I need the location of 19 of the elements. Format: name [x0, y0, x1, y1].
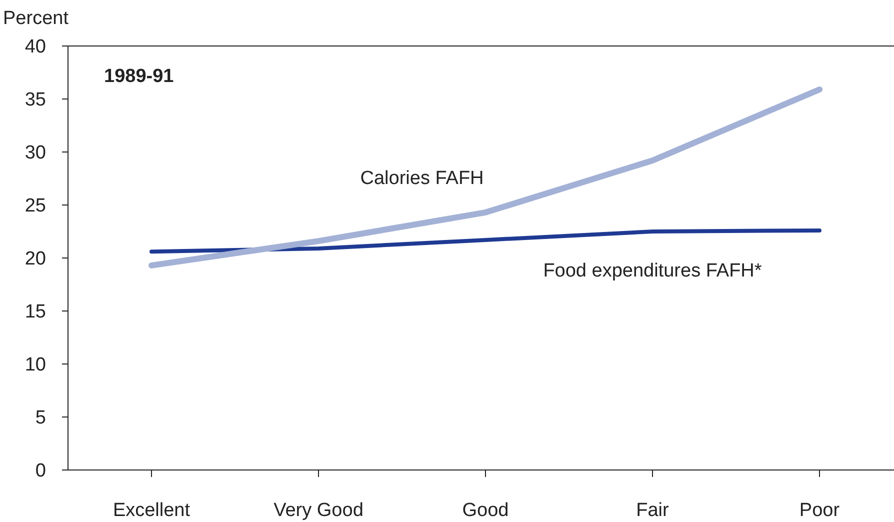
x-tick-label: Excellent — [112, 500, 191, 521]
x-tick-label: Fair — [636, 500, 670, 521]
x-tick-label: Poor — [799, 500, 840, 521]
y-tick-label: 25 — [24, 196, 46, 217]
series-label: Calories FAFH — [360, 168, 484, 189]
y-tick-label: 5 — [35, 408, 46, 429]
annotation: 1989-91 — [104, 66, 174, 87]
y-tick-label: 0 — [35, 460, 46, 482]
series-label: Food expenditures FAFH* — [543, 260, 762, 282]
y-tick-label: 10 — [24, 354, 46, 376]
y-tick-label: 15 — [24, 302, 46, 323]
y-axis-title: Percent — [3, 8, 70, 29]
x-tick-label: Very Good — [274, 500, 364, 521]
line-series — [150, 228, 822, 254]
y-tick-label: 40 — [24, 36, 46, 58]
y-tick-label: 35 — [24, 90, 46, 111]
y-tick-label: 30 — [24, 142, 46, 164]
x-tick-label: Good — [462, 500, 509, 521]
y-tick-label: 20 — [24, 248, 46, 270]
